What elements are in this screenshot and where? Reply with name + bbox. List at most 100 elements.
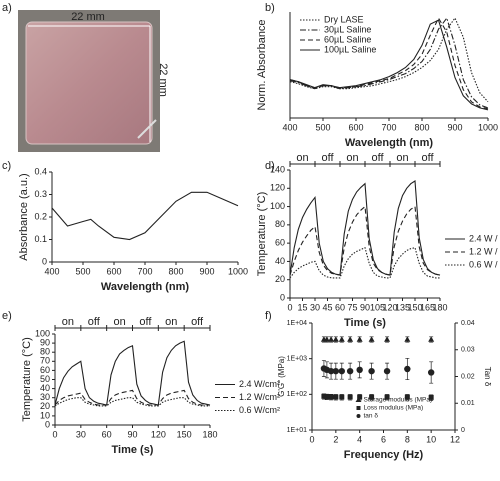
x-tick-label: 500 [315, 122, 330, 132]
x-tick-label: 8 [405, 434, 410, 444]
series-line [289, 246, 440, 279]
x-tick-label: 180 [202, 429, 217, 439]
marker [383, 367, 391, 375]
marker [427, 369, 435, 376]
y-tick-label: 1E+04 [287, 320, 308, 327]
x-axis-title: Wavelength (nm) [101, 281, 190, 293]
y-tick-label: 0 [45, 419, 50, 429]
panel-label: e) [2, 310, 12, 322]
marker [356, 336, 363, 342]
series-line [51, 191, 239, 241]
marker [404, 365, 411, 373]
marker [324, 394, 330, 400]
series-line [54, 397, 210, 407]
legend-label: 60µL Saline [324, 34, 371, 44]
series-line [54, 389, 210, 406]
x-tick-label: 400 [282, 122, 297, 132]
legend-swatch [355, 397, 362, 402]
series-line [54, 340, 211, 406]
y-tick-label: 1E+03 [287, 356, 308, 363]
on-off-label: on [165, 316, 177, 328]
x-tick-label: 600 [106, 266, 121, 276]
marker [328, 394, 334, 400]
x-tick-label: 1000 [228, 266, 248, 276]
x-tick-label: 600 [348, 122, 363, 132]
probe [137, 119, 157, 139]
x-tick-label: 45 [322, 302, 332, 312]
y2-tick-label: 0.01 [461, 400, 475, 407]
y-tick-label: 120 [270, 183, 285, 193]
y-tick-label: 60 [40, 365, 50, 375]
y-tick-label: 20 [275, 274, 285, 284]
marker [323, 336, 330, 342]
marker [428, 336, 435, 342]
legend-label: tan δ [364, 413, 379, 420]
x-tick-label: 120 [151, 429, 166, 439]
on-off-label: on [296, 152, 308, 164]
legend-label: 30µL Saline [324, 24, 371, 34]
y-tick-label: 100 [270, 201, 285, 211]
y-tick-label: 0.1 [34, 234, 47, 244]
y-tick-label: 0.4 [34, 166, 47, 176]
on-off-label: off [421, 152, 434, 164]
x-tick-label: 4 [357, 434, 362, 444]
legend-label: Loss modulus (MPa) [364, 405, 424, 412]
marker [328, 336, 335, 342]
on-off-label: off [321, 152, 334, 164]
on-off-label: off [139, 316, 152, 328]
x-tick-label: 0 [52, 429, 57, 439]
legend-label: 1.2 W / cm² [469, 246, 500, 256]
x-tick-label: 60 [335, 302, 345, 312]
on-off-label: off [371, 152, 384, 164]
x-tick-label: 30 [310, 302, 320, 312]
x-tick-label: 180 [432, 302, 447, 312]
x-tick-label: 135 [395, 302, 410, 312]
marker [338, 367, 345, 375]
x-tick-label: 120 [382, 302, 397, 312]
panel-label: c) [2, 160, 11, 172]
on-off-label: on [62, 316, 74, 328]
y-tick-label: 0 [42, 256, 47, 266]
y-axis-title: Temperature (°C) [256, 192, 268, 276]
y-tick-label: 90 [40, 337, 50, 347]
x-tick-label: 0 [287, 302, 292, 312]
marker [339, 394, 345, 400]
legend-label: 1.2 W/cm² [239, 392, 280, 402]
width-label: 22 mm [71, 11, 105, 23]
legend-label: 0.6 W/cm² [239, 405, 280, 415]
marker [404, 394, 410, 400]
series-line [289, 16, 489, 110]
y-tick-label: 0 [280, 292, 285, 302]
legend-label: Dry LASE [324, 14, 364, 24]
legend-label: Storage modulus (MPa) [364, 397, 433, 404]
x-tick-label: 90 [127, 429, 137, 439]
x-axis-title: Frequency (Hz) [344, 449, 424, 461]
x-tick-label: 0 [309, 434, 314, 444]
series-line [289, 180, 441, 276]
y-tick-label: 80 [40, 347, 50, 357]
x-tick-label: 700 [137, 266, 152, 276]
series-line [289, 19, 489, 111]
x-tick-label: 400 [44, 266, 59, 276]
marker [369, 394, 375, 400]
x-axis-title: Wavelength (nm) [345, 137, 434, 149]
x-tick-label: 800 [168, 266, 183, 276]
marker [338, 336, 345, 342]
y-tick-label: 0.2 [34, 211, 47, 221]
y-tick-label: 30 [40, 392, 50, 402]
marker [332, 336, 339, 342]
legend-label: 100µL Saline [324, 44, 376, 54]
series-line [289, 17, 489, 103]
x-tick-label: 1000 [478, 122, 498, 132]
y-tick-label: 60 [275, 238, 285, 248]
x-tick-label: 150 [177, 429, 192, 439]
marker [384, 336, 391, 342]
y-axis-title: Absorbance (a.u.) [18, 173, 30, 260]
y-tick-label: 70 [40, 356, 50, 366]
sample-photo [25, 21, 153, 145]
legend-label: 0.6 W / cm² [469, 259, 500, 269]
x-tick-label: 12 [450, 434, 460, 444]
panel-label: d) [265, 160, 275, 172]
y-tick-label: 1E+02 [287, 391, 308, 398]
marker [368, 336, 375, 342]
